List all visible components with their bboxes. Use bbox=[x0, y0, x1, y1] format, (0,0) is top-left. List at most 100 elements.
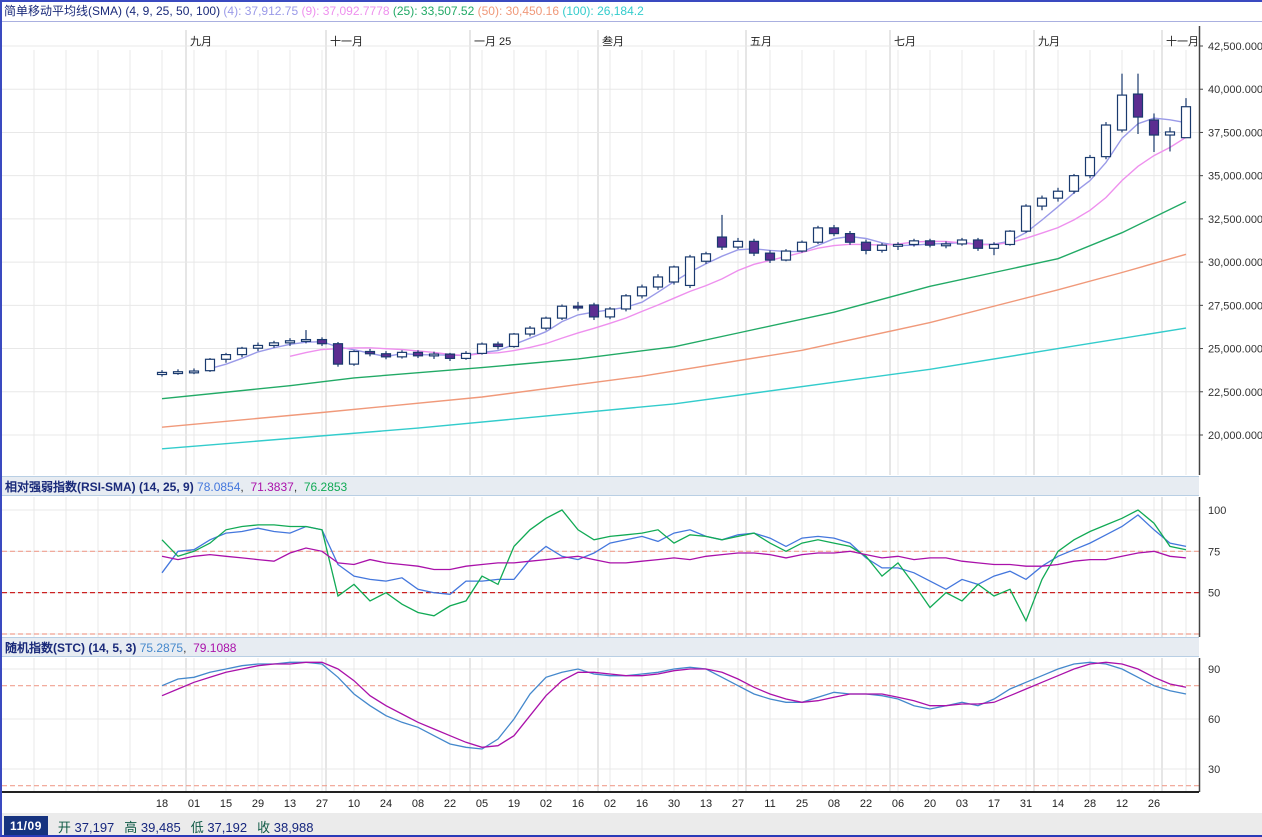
day-label: 27 bbox=[316, 798, 328, 810]
candle-up bbox=[156, 371, 168, 376]
day-label: 22 bbox=[860, 798, 872, 810]
candle-up bbox=[620, 295, 632, 310]
rsi-tick-label: 50 bbox=[1208, 588, 1220, 600]
candle-down bbox=[748, 240, 760, 254]
stc-line-STC-K bbox=[161, 661, 1187, 750]
candle-up bbox=[700, 253, 712, 262]
price-tick-label: 35,000.0000 bbox=[1208, 171, 1262, 183]
candle-down bbox=[716, 236, 728, 248]
month-label: 七月 bbox=[894, 35, 916, 48]
sma-line-SMA4 bbox=[209, 117, 1187, 370]
day-label: 18 bbox=[156, 798, 168, 810]
candle-up bbox=[956, 239, 968, 245]
candle-down bbox=[860, 241, 872, 251]
candle-up bbox=[476, 343, 488, 354]
stc-header: 随机指数(STC) (14, 5, 3) 75.2875 79.1088 bbox=[2, 637, 1199, 657]
day-label: 08 bbox=[412, 798, 424, 810]
candle-down bbox=[316, 338, 328, 345]
candle-up bbox=[1052, 190, 1064, 199]
price-tick-label: 42,500.0000 bbox=[1208, 41, 1262, 53]
candle-up bbox=[1068, 175, 1080, 192]
candle-up bbox=[524, 327, 536, 335]
day-label: 05 bbox=[476, 798, 488, 810]
month-label: 九月 bbox=[1038, 35, 1060, 48]
day-label: 10 bbox=[348, 798, 360, 810]
day-label: 13 bbox=[284, 798, 296, 810]
candle-up bbox=[236, 347, 248, 356]
candle-up bbox=[684, 256, 696, 287]
candle-up bbox=[668, 266, 680, 283]
open-value: 37,197 bbox=[74, 819, 115, 835]
candle-up bbox=[652, 276, 664, 288]
candle-down bbox=[332, 343, 344, 365]
stc-line-STC-D bbox=[161, 661, 1187, 748]
candle-up bbox=[908, 240, 920, 246]
high-value: 39,485 bbox=[140, 819, 181, 835]
candle-up bbox=[396, 351, 408, 358]
day-label: 20 bbox=[924, 798, 936, 810]
month-label: 十一月 bbox=[1166, 34, 1199, 48]
close-label: 收 bbox=[257, 819, 271, 835]
month-label: 十一月 bbox=[330, 34, 363, 48]
price-tick-label: 32,500.0000 bbox=[1208, 214, 1262, 226]
stc-value-2: 79.1088 bbox=[193, 641, 237, 655]
rsi-header: 相对强弱指数(RSI-SMA) (14, 25, 9) 78.0854 71.3… bbox=[2, 476, 1199, 496]
stc-value-1: 75.2875 bbox=[140, 641, 190, 655]
candle-down bbox=[572, 305, 584, 309]
sma9-value: (9): 37,092.7778 bbox=[301, 4, 390, 18]
day-label: 14 bbox=[1052, 798, 1064, 810]
price-tick-label: 27,500.0000 bbox=[1208, 300, 1262, 312]
main-price-chart[interactable]: 42,500.0000 40,000.0000 37,500.0000 35,000.… bbox=[2, 22, 1262, 476]
candle-up bbox=[1036, 197, 1048, 207]
rsi-line-RSI-SMA-25 bbox=[161, 547, 1187, 571]
day-label: 13 bbox=[700, 798, 712, 810]
sma50-value: (50): 30,450.16 bbox=[477, 4, 560, 18]
day-label: 02 bbox=[540, 798, 552, 810]
candle-down bbox=[1132, 93, 1144, 118]
month-label: 九月 bbox=[190, 35, 212, 48]
candle-up bbox=[796, 241, 808, 252]
day-label: 27 bbox=[732, 798, 744, 810]
candle-up bbox=[1180, 106, 1192, 139]
candle-up bbox=[1020, 205, 1032, 232]
day-label: 01 bbox=[188, 798, 200, 810]
candle-up bbox=[988, 243, 1000, 249]
stc-panel-chart[interactable]: 90 60 30 bbox=[2, 658, 1262, 794]
rsi-panel-chart[interactable]: 100 75 50 bbox=[2, 497, 1262, 637]
candle-up bbox=[892, 243, 904, 247]
x-axis-labels: 18 01 15 29 13 27 10 24 08 22 05 19 02 16 02 16 30 13 27 11… bbox=[156, 798, 1160, 810]
candle-up bbox=[348, 350, 360, 365]
candle-up bbox=[1164, 131, 1176, 136]
candle-up bbox=[508, 333, 520, 348]
day-label: 16 bbox=[636, 798, 648, 810]
price-tick-label: 20,000.0000 bbox=[1208, 430, 1262, 442]
day-label: 30 bbox=[668, 798, 680, 810]
rsi-line-RSI-9 bbox=[161, 509, 1187, 623]
candle-up bbox=[220, 354, 232, 360]
rsi-value-3: 76.2853 bbox=[303, 480, 348, 494]
candle-up bbox=[780, 250, 792, 261]
low-label: 低 bbox=[190, 819, 204, 835]
day-label: 28 bbox=[1084, 798, 1096, 810]
rsi-value-2: 71.3837 bbox=[250, 480, 300, 494]
day-label: 17 bbox=[988, 798, 1000, 810]
candle-down bbox=[364, 350, 376, 355]
candle-up bbox=[1100, 124, 1112, 158]
sma-line-SMA100 bbox=[161, 327, 1187, 450]
stc-tick-label: 90 bbox=[1208, 664, 1220, 676]
day-label: 02 bbox=[604, 798, 616, 810]
candle-up bbox=[428, 353, 440, 357]
candle-up bbox=[1084, 156, 1096, 177]
candle-down bbox=[444, 353, 456, 360]
month-label: 叁月 bbox=[602, 34, 624, 48]
day-label: 03 bbox=[956, 798, 968, 810]
candle-up bbox=[812, 227, 824, 243]
day-label: 25 bbox=[796, 798, 808, 810]
day-label: 15 bbox=[220, 798, 232, 810]
candle-down bbox=[588, 304, 600, 318]
price-tick-label: 37,500.0000 bbox=[1208, 127, 1262, 139]
price-tick-label: 40,000.0000 bbox=[1208, 84, 1262, 96]
candle-down bbox=[380, 353, 392, 358]
candle-up bbox=[188, 370, 200, 374]
